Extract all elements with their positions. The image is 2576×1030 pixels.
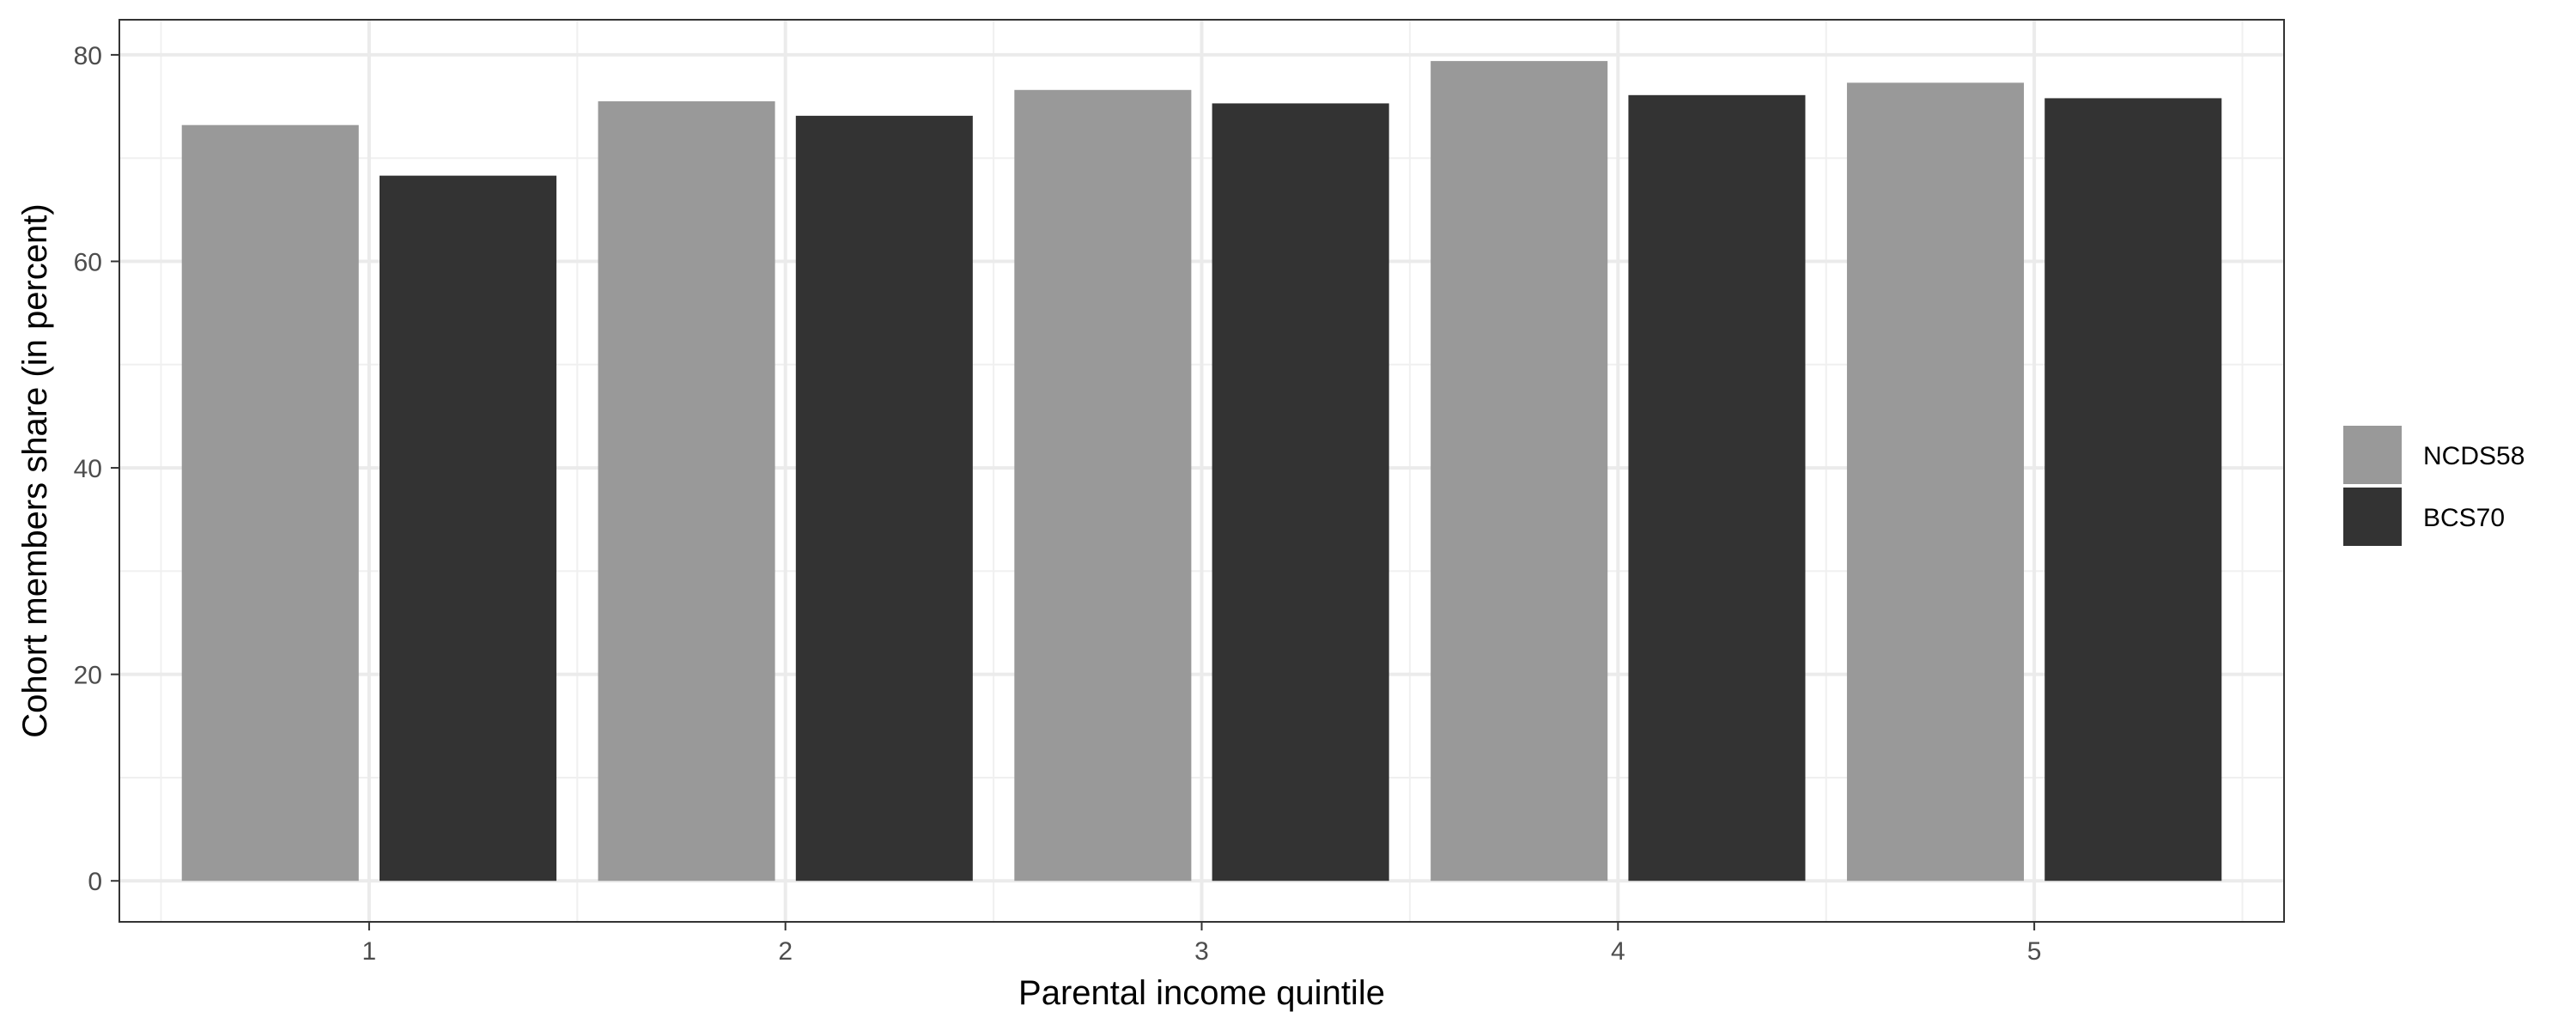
legend: NCDS58 BCS70	[2343, 426, 2524, 546]
bar-bcs70-4	[1628, 94, 1806, 882]
bar-bcs70-2	[795, 115, 973, 882]
legend-key-ncds58	[2343, 426, 2402, 484]
y-axis-title: Cohort members share (in percent)	[16, 203, 54, 737]
bar-bcs70-3	[1212, 103, 1389, 882]
bar-ncds58-2	[598, 101, 775, 882]
x-tick-label: 5	[2027, 937, 2042, 966]
y-tick-label: 40	[74, 455, 102, 483]
bars	[181, 61, 2222, 882]
y-tick-label: 80	[74, 42, 102, 70]
y-axis: 0 20 40 60 80	[74, 42, 119, 896]
x-axis-title: Parental income quintile	[1018, 974, 1385, 1012]
bar-ncds58-4	[1431, 61, 1608, 882]
legend-label-bcs70: BCS70	[2423, 504, 2505, 532]
bar-ncds58-1	[181, 124, 359, 882]
x-tick-label: 1	[362, 937, 377, 966]
x-axis: 1 2 3 4 5	[362, 922, 2042, 966]
legend-key-bcs70	[2343, 488, 2402, 546]
bar-ncds58-5	[1846, 82, 2024, 882]
x-tick-label: 2	[778, 937, 793, 966]
bar-bcs70-5	[2044, 98, 2222, 882]
plot-panel	[118, 19, 2285, 923]
legend-label-ncds58: NCDS58	[2423, 442, 2524, 470]
x-tick-label: 4	[1611, 937, 1625, 966]
y-tick-label: 20	[74, 662, 102, 690]
y-tick-label: 60	[74, 248, 102, 276]
bar-bcs70-1	[380, 175, 557, 882]
x-tick-label: 3	[1194, 937, 1209, 966]
bar-ncds58-3	[1014, 89, 1192, 882]
y-tick-label: 0	[88, 868, 102, 896]
